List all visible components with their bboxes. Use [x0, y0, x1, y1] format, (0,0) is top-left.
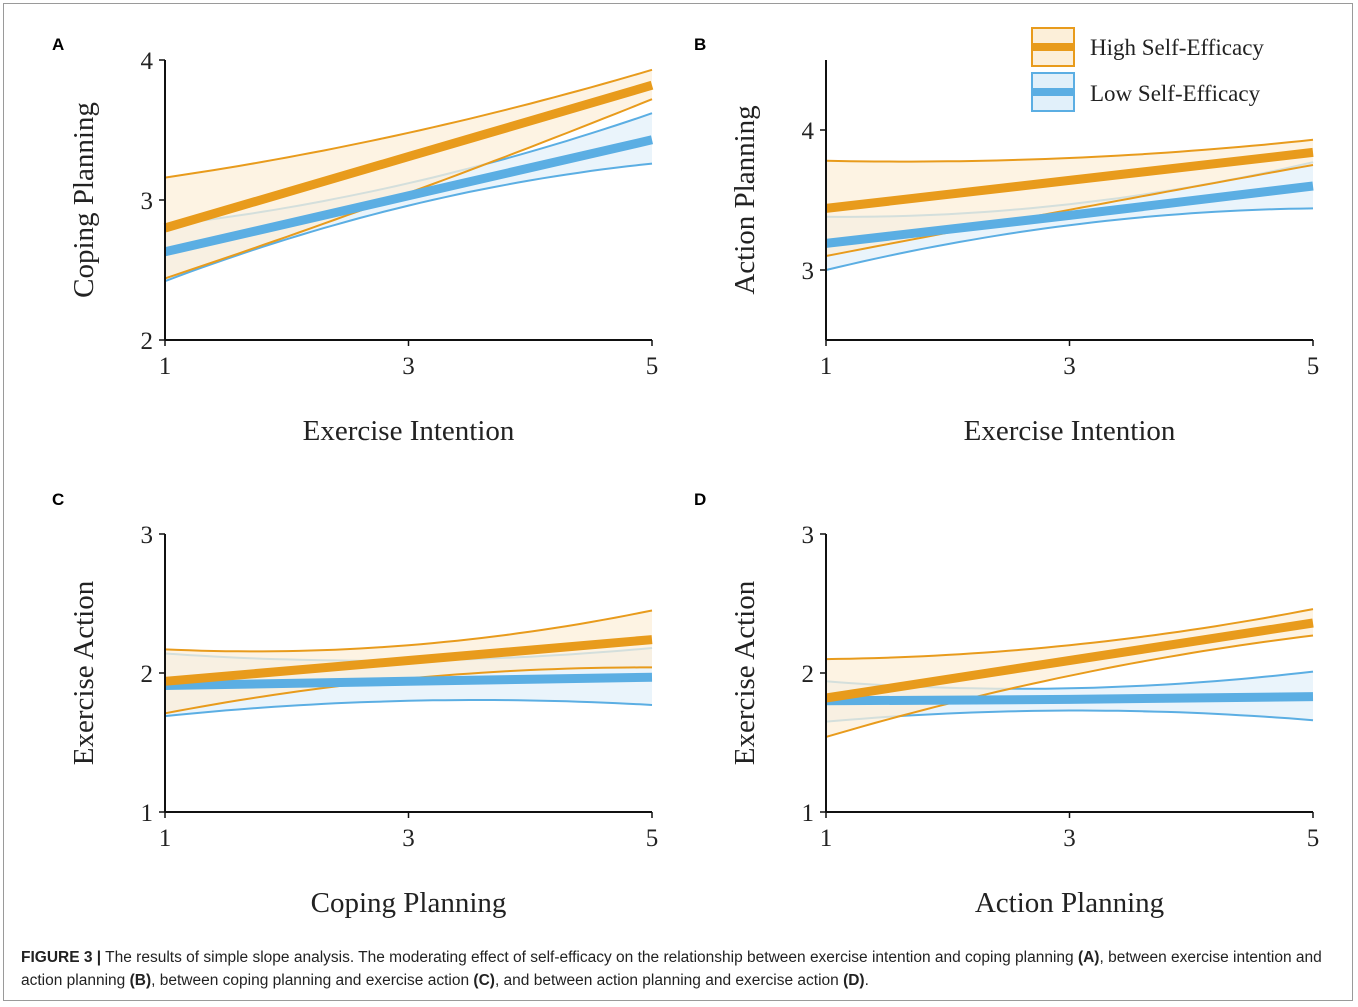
x-axis-label: Exercise Intention — [303, 415, 515, 447]
y-tick-label: 4 — [141, 48, 154, 75]
x-tick-label: 1 — [159, 353, 172, 380]
y-axis-label: Exercise Action — [729, 580, 761, 765]
y-tick-label: 1 — [141, 800, 154, 827]
caption-panel-ref: (B) — [129, 972, 152, 989]
high-self-efficacy-line — [163, 80, 654, 233]
figure-charts: A 1 3 5 2 3 4 Exercise Intention Coping Planning… — [52, 27, 1319, 919]
high-ci-lower — [825, 634, 1314, 738]
panel-letter: B — [694, 35, 706, 54]
x-tick-label: 1 — [159, 825, 172, 852]
legend-low-label: Low Self-Efficacy — [1090, 81, 1261, 106]
low-ci-lower — [164, 162, 653, 283]
y-axis-label: Action Planning — [729, 105, 761, 294]
caption-label: FIGURE 3 | — [21, 949, 102, 966]
caption-text: The results of simple slope analysis. Th… — [101, 949, 1078, 966]
high-self-efficacy-line — [164, 635, 653, 686]
y-tick-label: 3 — [802, 522, 815, 549]
x-tick-label: 1 — [820, 353, 833, 380]
panel-d: D 1 3 5 1 2 3 Action Planning Exercise Action — [694, 490, 1319, 919]
caption-panel-ref: (C) — [473, 972, 495, 989]
x-tick-label: 5 — [1307, 353, 1320, 380]
high-self-efficacy-line — [825, 147, 1314, 213]
low-self-efficacy-line — [825, 692, 1314, 706]
low-ci-lower — [825, 709, 1314, 723]
y-tick-label: 3 — [141, 188, 154, 215]
legend-high-label: High Self-Efficacy — [1090, 35, 1264, 60]
panel-letter: C — [52, 490, 64, 509]
y-tick-label: 2 — [141, 661, 154, 688]
x-tick-label: 3 — [1063, 825, 1076, 852]
caption-text: . — [864, 972, 869, 989]
y-axis-label: Coping Planning — [68, 102, 100, 298]
y-axis-label: Exercise Action — [68, 580, 100, 765]
x-tick-label: 5 — [646, 353, 659, 380]
x-tick-label: 3 — [402, 353, 415, 380]
y-tick-label: 2 — [802, 661, 815, 688]
high-ci-upper — [825, 138, 1314, 163]
panel-c: C 1 3 5 1 2 3 Coping Planning Exercise Action — [52, 490, 658, 919]
caption-text: , between exercise intention and action … — [21, 949, 1322, 989]
x-tick-label: 3 — [1063, 353, 1076, 380]
high-ci-upper — [164, 68, 653, 179]
caption-panel-ref: (A) — [1077, 949, 1100, 966]
high-ci-lower — [825, 164, 1314, 257]
figure-frame — [3, 3, 1353, 1001]
x-axis-label: Action Planning — [975, 887, 1164, 919]
legend: High Self-Efficacy Low Self-Efficacy — [1031, 27, 1264, 112]
panel-letter: D — [694, 490, 706, 509]
y-tick-label: 2 — [141, 328, 154, 355]
x-axis-label: Exercise Intention — [964, 415, 1176, 447]
high-ci-band — [826, 609, 1313, 737]
panel-b: B 1 3 5 3 4 Exercise Intention Action Planning — [694, 35, 1319, 447]
x-tick-label: 5 — [646, 825, 659, 852]
high-self-efficacy-line — [825, 618, 1314, 703]
figure-caption: FIGURE 3 | The results of simple slope a… — [21, 946, 1341, 992]
low-self-efficacy-line — [164, 672, 653, 690]
x-tick-label: 5 — [1307, 825, 1320, 852]
caption-panel-ref: (D) — [843, 972, 865, 989]
high-ci-band — [165, 69, 652, 279]
caption-text: , and between action planning and exerci… — [494, 972, 844, 989]
low-self-efficacy-line — [825, 181, 1314, 248]
y-tick-label: 4 — [802, 118, 815, 145]
high-ci-upper — [825, 608, 1314, 661]
high-ci-upper — [164, 609, 653, 653]
low-ci-lower — [164, 699, 653, 718]
x-tick-label: 1 — [820, 825, 833, 852]
low-ci-lower — [825, 207, 1314, 271]
y-tick-label: 3 — [141, 522, 154, 549]
panel-a: A 1 3 5 2 3 4 Exercise Intention Coping Planning — [52, 35, 658, 447]
low-self-efficacy-line — [163, 135, 654, 257]
caption-text: , between coping planning and exercise a… — [151, 972, 474, 989]
y-tick-label: 3 — [802, 258, 815, 285]
panel-letter: A — [52, 35, 64, 54]
x-tick-label: 3 — [402, 825, 415, 852]
x-axis-label: Coping Planning — [311, 887, 507, 919]
y-tick-label: 1 — [802, 800, 815, 827]
